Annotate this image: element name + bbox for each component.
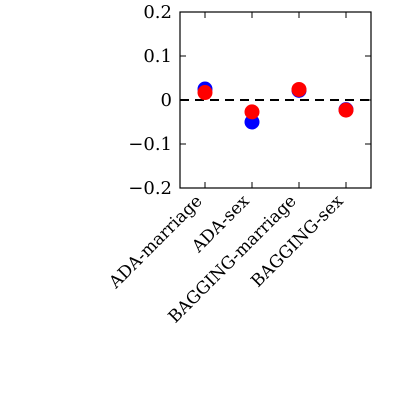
data-points — [197, 81, 354, 130]
y-tick-label: 0.2 — [143, 2, 172, 23]
data-point-series-2 — [197, 85, 213, 101]
x-axis-ticks — [204, 12, 347, 188]
y-tick-label: 0.1 — [143, 46, 172, 67]
y-axis-labels: −0.2 −0.1 0 0.1 0.2 — [128, 2, 172, 199]
plot-frame — [179, 11, 372, 189]
y-tick-label: 0 — [161, 90, 172, 111]
data-point-series-2 — [244, 104, 260, 120]
data-point-series-2 — [338, 102, 354, 118]
data-point-series-2 — [291, 81, 307, 97]
y-tick-label: −0.1 — [128, 134, 172, 155]
x-axis-labels: ADA-marriageADA-sexBAGGING-marriageBAGGI… — [105, 191, 348, 327]
y-tick-label: −0.2 — [128, 178, 172, 199]
